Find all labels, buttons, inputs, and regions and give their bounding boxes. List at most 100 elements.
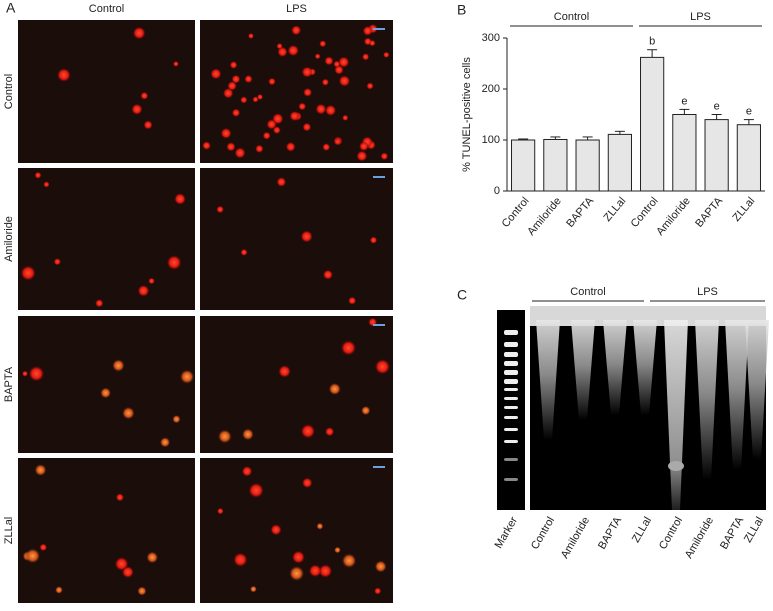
group-label: LPS [690,11,711,23]
nucleus [361,405,371,416]
cells [202,23,390,162]
bar [511,139,536,192]
scale-bar [373,28,385,30]
dna-smear [536,320,560,440]
nucleus [121,566,134,579]
bar [672,114,697,192]
group-label: LPS [697,286,718,298]
nucleus [369,236,378,244]
error-bar [582,136,593,140]
scale-bar [373,176,385,178]
error-bar [518,138,529,140]
nucleus [229,60,238,69]
marker-band [504,361,518,366]
error-bar [614,130,625,135]
lane-label: Control [529,515,557,552]
panel-label: B [457,2,466,18]
nucleus [140,91,149,100]
annotation: e [714,100,720,112]
nucleus [240,248,248,256]
x-tick-label: ZLLal [602,195,629,224]
nucleus [300,423,316,439]
nucleus [21,370,29,377]
nucleus [143,120,153,130]
nucleus [131,103,143,116]
nucleus [220,127,232,139]
nucleus [34,171,42,179]
nucleus [250,585,257,593]
nucleus [146,551,159,564]
nucleus [137,284,150,297]
nucleus [202,141,212,151]
group-label: Control [554,11,589,23]
lane-label: Control [657,515,685,552]
error-bar [647,49,658,58]
nucleus [233,552,248,568]
nucleus [174,192,187,205]
group-label: Control [570,286,605,298]
nucleus [338,56,350,68]
nucleus [148,277,155,285]
lane-label: Amiloride [559,515,592,561]
y-axis-title: % TUNEL-positive cells [461,57,473,172]
marker-band [504,342,518,347]
marker-band [504,370,518,375]
nucleus [302,122,312,132]
nucleus [262,131,271,140]
nucleus [356,150,368,162]
marker-band [504,397,518,400]
nucleus [25,548,41,564]
error-bar [550,136,561,140]
nucleus [247,32,254,39]
nucleus [334,546,341,554]
nucleus [248,482,264,499]
marker-band [504,428,518,431]
nucleus [227,80,238,91]
y-tick-label: 0 [494,185,500,197]
nucleus [132,26,146,40]
dna-smear [745,320,769,460]
nucleus [383,51,390,59]
nucleus [95,298,104,308]
nucleus [53,258,62,266]
nucleus [266,119,277,130]
scale-bar [373,324,385,326]
dna-smear [695,320,719,480]
nucleus [278,364,291,378]
nucleus [324,426,335,437]
micrograph [18,316,195,453]
nucleus [322,269,334,280]
nucleus [172,60,179,67]
dna-smear [571,320,595,420]
lane-label: Marker [493,515,521,551]
nucleus [291,25,302,36]
x-tick-label: BAPTA [693,195,725,230]
nucleus [255,144,264,154]
dna-smear [664,320,688,510]
nucleus [300,230,313,243]
nucleus [318,564,333,578]
row-label: BAPTA [3,366,15,402]
nucleus [358,141,369,152]
nucleus [287,44,300,57]
nucleus [308,564,322,578]
y-tick-label: 100 [482,134,500,146]
nucleus [369,39,376,47]
marker-band [504,416,518,419]
nucleus [257,93,264,101]
nucleus [172,415,181,424]
nucleus [316,522,324,530]
micrograph [200,316,393,453]
nucleus [324,56,334,66]
nucleus [315,103,327,115]
nucleus [374,358,391,375]
nucleus [380,152,389,161]
marker-band [504,388,518,391]
cells [217,317,391,444]
error-bar [743,119,754,125]
x-tick-label: Amiloride [654,195,693,238]
nucleus [333,60,341,68]
error-bar [679,108,690,115]
nucleus [210,68,222,80]
nucleus [241,465,253,477]
